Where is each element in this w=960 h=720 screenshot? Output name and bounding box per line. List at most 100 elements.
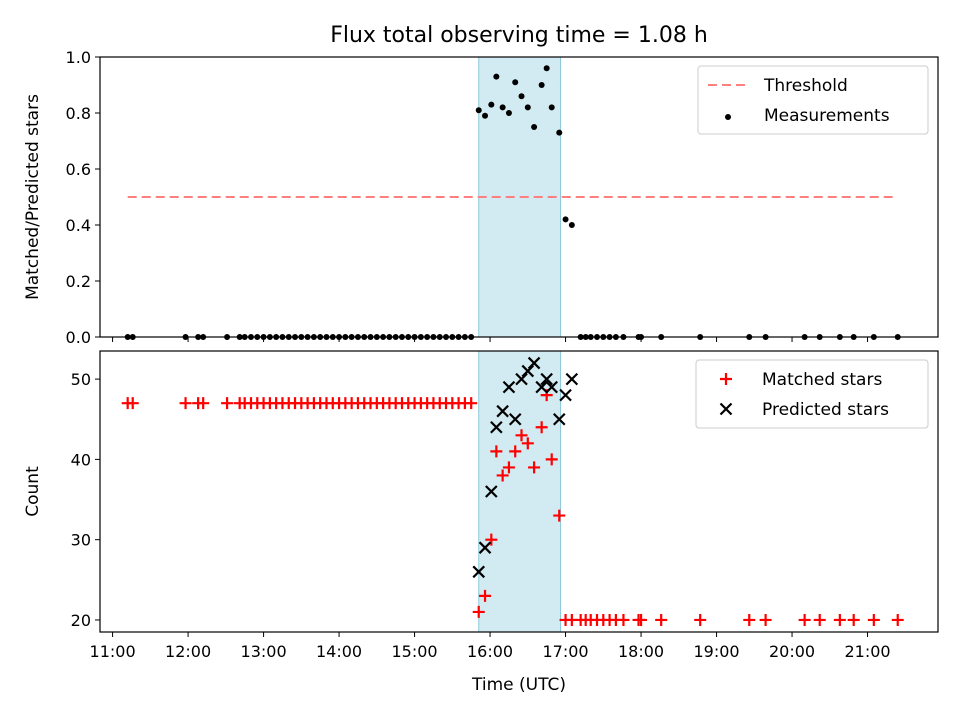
axes-frame: [99, 350, 939, 633]
measurement-point: [493, 73, 500, 80]
y-tick-label: 0.4: [66, 216, 91, 235]
legend-matched-swatch: [720, 373, 732, 385]
matched-star-point: [490, 445, 503, 458]
y-tick-label: 50: [71, 370, 91, 389]
x-tick-label: 17:00: [543, 642, 589, 661]
chart-title: Flux total observing time = 1.08 h: [330, 23, 708, 48]
predicted-star-point: [540, 372, 553, 386]
legend-entry-label: Measurements: [764, 106, 890, 126]
legend-box: [695, 359, 929, 429]
measurement-point: [512, 79, 519, 86]
y-tick-label: 0.6: [66, 160, 91, 179]
measurement-point: [499, 104, 506, 111]
predicted-star-point: [490, 420, 503, 434]
matched-star-point: [545, 453, 558, 466]
legend-entry-label: Matched stars: [762, 370, 882, 390]
matched-star-point: [485, 533, 498, 546]
matched-star-point: [479, 589, 492, 602]
predicted-star-point: [565, 372, 579, 386]
x-tick-label: 16:00: [467, 642, 513, 661]
x-tick-label: 11:00: [90, 642, 136, 661]
predicted-star-point: [485, 485, 498, 498]
legend-entry-label: Threshold: [763, 76, 848, 96]
matched-star-point: [617, 613, 630, 626]
predicted-star-point: [521, 364, 535, 378]
matched-star-point: [655, 613, 668, 626]
measurement-point: [556, 129, 563, 136]
x-tick-label: 13:00: [241, 642, 287, 661]
predicted-star-point: [502, 380, 516, 394]
legend-measurement-swatch: [725, 114, 731, 120]
measurement-point: [505, 110, 512, 116]
top-panel-flux-ratio: 0.0 0.2 0.4 0.6 0.8 1.0 Matched/Predicted star…: [23, 48, 939, 347]
matched-star-point: [694, 613, 707, 626]
matched-star-point: [528, 461, 541, 474]
measurement-point: [548, 104, 555, 111]
legend-box: [697, 65, 929, 135]
x-tick-label: 14:00: [316, 642, 362, 661]
measurement-point: [543, 65, 550, 72]
measurement-point: [524, 104, 531, 111]
measurement-point: [482, 112, 489, 119]
matched-star-point: [759, 613, 772, 626]
y-tick-label: 40: [71, 450, 91, 469]
matched-star-point: [179, 397, 192, 410]
predicted-star-point: [478, 541, 492, 554]
matched-star-point: [891, 613, 904, 626]
predicted-star-point: [496, 404, 509, 418]
predicted-star-point: [552, 412, 566, 426]
measurement-point: [475, 107, 482, 114]
measurement-point: [488, 101, 495, 108]
axes-frame: [99, 56, 939, 338]
x-tick-label: 18:00: [618, 642, 664, 661]
matched-star-point: [515, 429, 528, 442]
matched-star-point: [472, 605, 485, 618]
matched-star-point: [833, 613, 846, 626]
matched-star-point: [798, 613, 811, 626]
predicted-star-point: [535, 380, 548, 394]
predicted-star-point: [527, 356, 541, 370]
matched-star-point: [221, 397, 234, 410]
x-axis-label: Time (UTC): [471, 675, 566, 695]
legend-entry-label: Predicted stars: [762, 400, 889, 420]
matched-star-point: [535, 421, 548, 434]
matched-star-point: [126, 397, 139, 410]
x-tick-label: 15:00: [392, 642, 438, 661]
bottom-panel-counts: 20 30 40 50 11:00 12:00 13:00 14:00 15:00 16:00 17…: [23, 350, 939, 695]
measurement-point: [518, 93, 525, 100]
matched-star-point: [867, 613, 880, 626]
measurement-point: [568, 222, 575, 228]
matched-star-point: [509, 445, 522, 458]
legend: Threshold Measurements: [697, 65, 929, 135]
matched-star-point: [521, 437, 534, 450]
matched-star-point: [813, 613, 826, 626]
y-tick-label: 1.0: [66, 48, 91, 67]
x-tick-label: 12:00: [165, 642, 211, 661]
y-tick-label: 0.2: [66, 272, 91, 291]
y-tick-label: 0.0: [66, 328, 91, 347]
predicted-star-point: [545, 380, 558, 394]
measurement-point: [562, 216, 569, 223]
matched-star-point: [197, 397, 210, 410]
x-tick-label: 19:00: [693, 642, 739, 661]
y-tick-label: 0.8: [66, 104, 91, 123]
predicted-star-point: [559, 388, 572, 402]
matched-star-point: [496, 469, 509, 482]
y-axis-label: Count: [23, 466, 43, 517]
legend: Matched stars Predicted stars: [695, 359, 929, 429]
matched-star-point: [465, 397, 478, 410]
y-tick-label: 30: [71, 531, 91, 550]
y-axis-label: Matched/Predicted stars: [23, 94, 43, 300]
matched-star-point: [502, 461, 515, 474]
y-tick-label: 20: [71, 611, 91, 630]
matched-star-point: [553, 509, 566, 522]
legend-predicted-swatch: [719, 402, 733, 416]
predicted-star-point: [472, 565, 486, 579]
predicted-star-point: [508, 412, 522, 426]
measurement-point: [538, 82, 545, 88]
measurement-point: [531, 124, 538, 130]
matched-star-point: [635, 613, 648, 626]
matched-star-point: [847, 613, 860, 626]
predicted-star-point: [515, 372, 528, 386]
